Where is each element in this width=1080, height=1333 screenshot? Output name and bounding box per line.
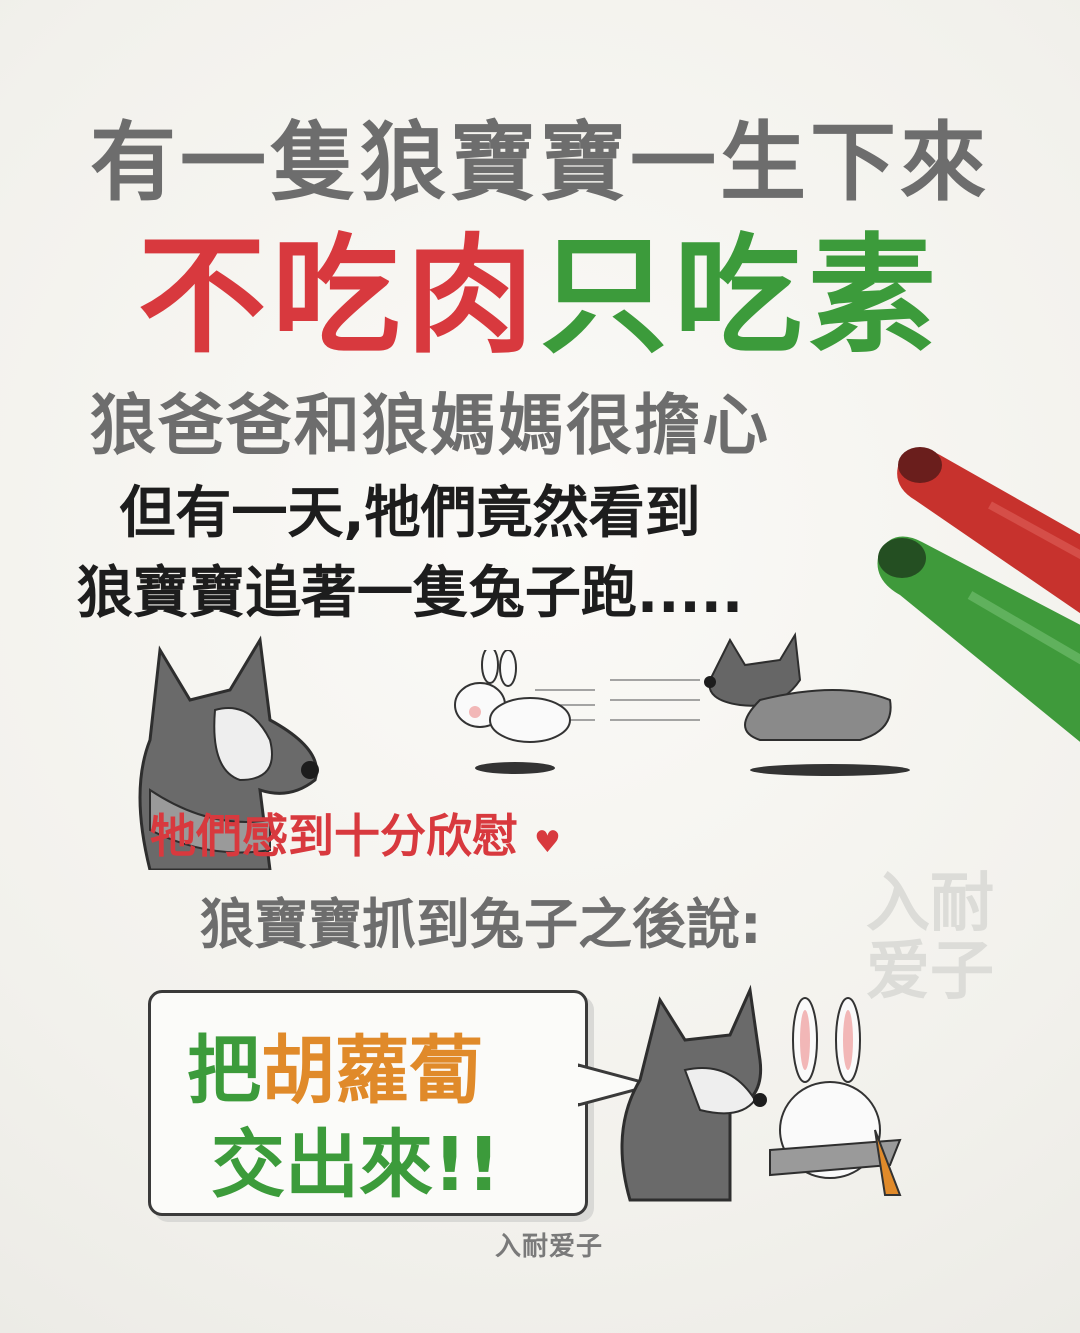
story-line-2-green: 只吃素 — [540, 222, 943, 371]
rabbit-run-icon — [454, 650, 595, 774]
bubble-tail — [578, 1063, 655, 1107]
bubble-line-2: 交出來!! — [211, 1122, 501, 1208]
red-marker-icon — [897, 447, 1080, 614]
bubble-word-orange: 胡蘿蔔 — [261, 1028, 483, 1114]
marker-pens — [877, 447, 1080, 742]
story-line-6-text: 牠們感到十分欣慰 — [150, 809, 518, 863]
heart-icon: ♥ — [534, 825, 561, 860]
green-marker-icon — [877, 536, 1080, 742]
watermark: 入耐 爱子 — [866, 867, 994, 1009]
story-line-1: 有一隻狼寶寶一生下來 — [90, 113, 990, 213]
bubble-word-green: 把 — [187, 1028, 261, 1114]
story-line-6: 牠們感到十分欣慰 ♥ — [150, 800, 561, 866]
speech-bubble: 把胡蘿蔔 交出來!! — [148, 990, 588, 1216]
story-line-7: 狼寶寶抓到兔子之後說: — [200, 893, 762, 956]
story-line-5: 狼寶寶追著一隻兔子跑..... — [76, 561, 744, 626]
story-line-4: 但有一天,牠們竟然看到 — [119, 481, 701, 546]
story-line-2: 不吃肉只吃素 — [0, 192, 1080, 377]
signature: 入耐爱子 — [495, 1232, 604, 1262]
story-line-3: 狼爸爸和狼媽媽很擔心 — [90, 387, 770, 464]
story-line-2-red: 不吃肉 — [137, 222, 540, 371]
wolf-run-icon — [610, 631, 910, 776]
bubble-line-1: 把胡蘿蔔 — [187, 1011, 483, 1118]
wolf-rabbit-icon — [620, 984, 902, 1202]
wolf-hug-icon — [138, 635, 319, 870]
